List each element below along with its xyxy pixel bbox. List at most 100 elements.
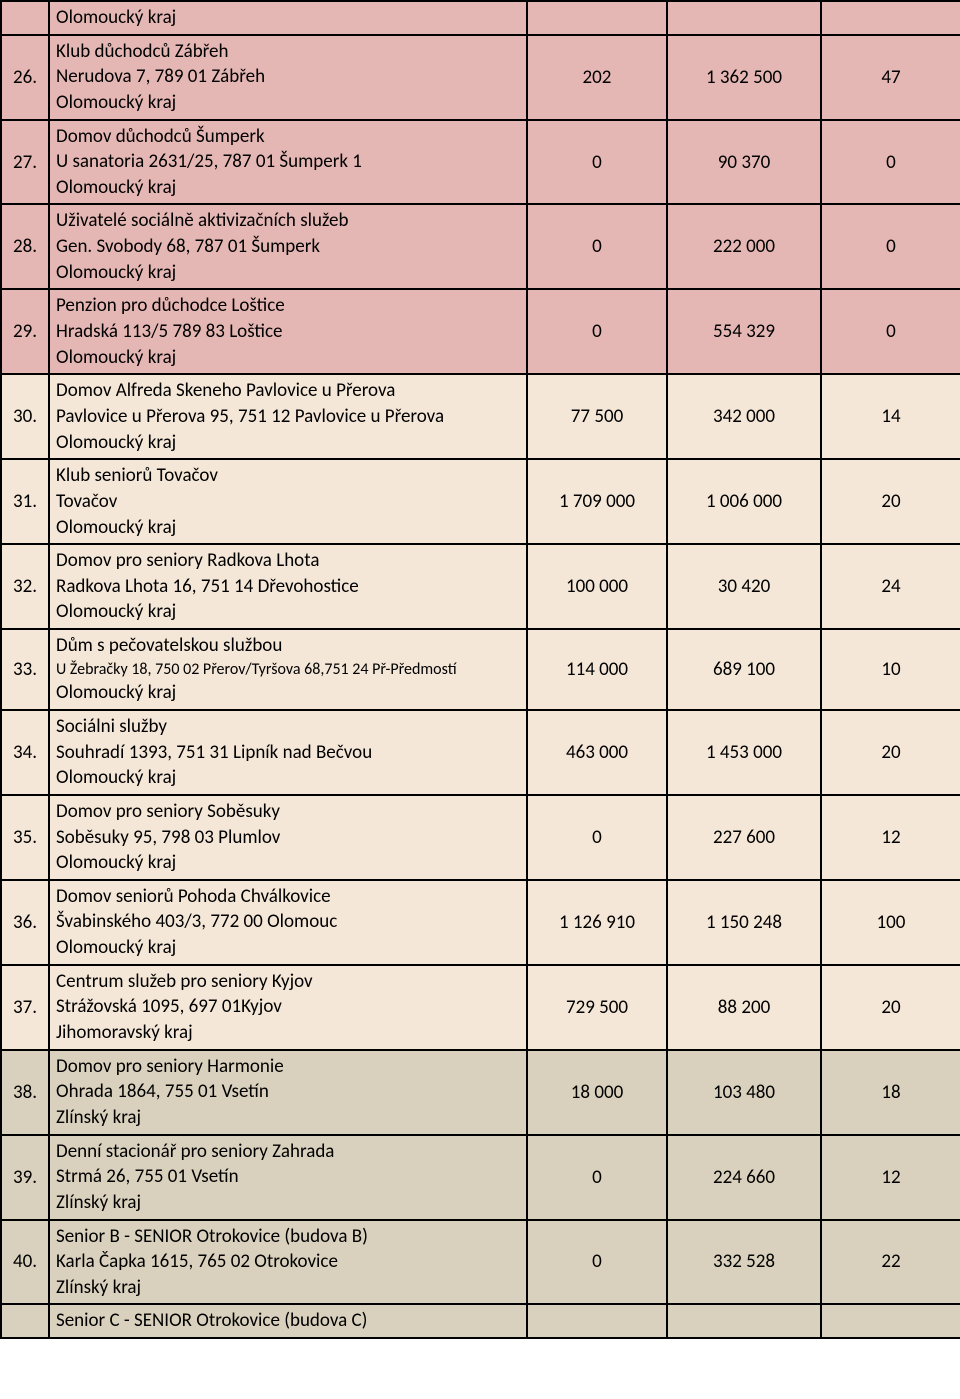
row-v2: 30 420 — [667, 544, 821, 629]
row-v1: 114 000 — [527, 629, 667, 710]
row-v3: 22 — [821, 1220, 960, 1305]
table-row: 32.Domov pro seniory Radkova LhotaRadkov… — [1, 544, 960, 629]
row-v2: 689 100 — [667, 629, 821, 710]
row-v1: 463 000 — [527, 710, 667, 795]
row-description: Klub seniorů TovačovTovačovOlomoucký kra… — [49, 459, 527, 544]
row-v2: 332 528 — [667, 1220, 821, 1305]
row-v3 — [821, 1, 960, 35]
description-line: Olomoucký kraj — [56, 90, 520, 116]
row-v2: 342 000 — [667, 374, 821, 459]
description-line: Pavlovice u Přerova 95, 751 12 Pavlovice… — [56, 404, 520, 430]
description-line: Zlínský kraj — [56, 1275, 520, 1301]
row-v1: 1 709 000 — [527, 459, 667, 544]
row-v1: 100 000 — [527, 544, 667, 629]
description-line: Olomoucký kraj — [56, 599, 520, 625]
table-row: 36. Domov seniorů Pohoda ChválkoviceŠvabi… — [1, 880, 960, 965]
row-v2: 554 329 — [667, 289, 821, 374]
row-number: 26. — [1, 35, 49, 120]
row-v1 — [527, 1, 667, 35]
row-v2: 224 660 — [667, 1135, 821, 1220]
row-v3: 24 — [821, 544, 960, 629]
description-line: Domov pro seniory Soběsuky — [56, 799, 520, 825]
row-number: 34. — [1, 710, 49, 795]
description-line: Domov Alfreda Skeneho Pavlovice u Přerov… — [56, 378, 520, 404]
row-description: Uživatelé sociálně aktivizačních služebG… — [49, 204, 527, 289]
row-description: Senior C - SENIOR Otrokovice (budova C) — [49, 1304, 527, 1338]
table-row: 35.Domov pro seniory SoběsukySoběsuky 95… — [1, 795, 960, 880]
row-description: Olomoucký kraj — [49, 1, 527, 35]
row-v3: 14 — [821, 374, 960, 459]
description-line: Olomoucký kraj — [56, 260, 520, 286]
description-line: Strmá 26, 755 01 Vsetín — [56, 1164, 520, 1190]
table-row: 27.Domov důchodců ŠumperkU sanatoria 263… — [1, 120, 960, 205]
table-row: 31.Klub seniorů TovačovTovačovOlomoucký … — [1, 459, 960, 544]
table-row: Olomoucký kraj — [1, 1, 960, 35]
row-number: 29. — [1, 289, 49, 374]
table-row: 28.Uživatelé sociálně aktivizačních služ… — [1, 204, 960, 289]
table-row: 34. Sociálni službySouhradí 1393, 751 31 … — [1, 710, 960, 795]
row-description: Domov Alfreda Skeneho Pavlovice u Přerov… — [49, 374, 527, 459]
row-v1 — [527, 1304, 667, 1338]
row-v3: 18 — [821, 1050, 960, 1135]
row-v2: 222 000 — [667, 204, 821, 289]
row-v1: 0 — [527, 795, 667, 880]
row-v3 — [821, 1304, 960, 1338]
row-v2: 227 600 — [667, 795, 821, 880]
description-line: Strážovská 1095, 697 01Kyjov — [56, 994, 520, 1020]
row-v2: 1 150 248 — [667, 880, 821, 965]
row-v3: 10 — [821, 629, 960, 710]
description-line: Domov pro seniory Harmonie — [56, 1054, 520, 1080]
row-description: Domov pro seniory SoběsukySoběsuky 95, 7… — [49, 795, 527, 880]
row-description: Domov pro seniory HarmonieOhrada 1864, 7… — [49, 1050, 527, 1135]
row-v3: 0 — [821, 289, 960, 374]
row-number: 35. — [1, 795, 49, 880]
description-line: Penzion pro důchodce Loštice — [56, 293, 520, 319]
row-number — [1, 1, 49, 35]
row-number: 39. — [1, 1135, 49, 1220]
table-row: 26.Klub důchodců ZábřehNerudova 7, 789 0… — [1, 35, 960, 120]
description-line: Olomoucký kraj — [56, 680, 520, 706]
row-v2: 90 370 — [667, 120, 821, 205]
description-line: U Žebračky 18, 750 02 Přerov/Tyršova 68,… — [56, 659, 520, 681]
row-description: Klub důchodců ZábřehNerudova 7, 789 01 Z… — [49, 35, 527, 120]
description-line: Sociálni služby — [56, 714, 520, 740]
description-line: Soběsuky 95, 798 03 Plumlov — [56, 825, 520, 851]
row-v3: 0 — [821, 204, 960, 289]
row-number: 36. — [1, 880, 49, 965]
description-line: Karla Čapka 1615, 765 02 Otrokovice — [56, 1249, 520, 1275]
description-line: Souhradí 1393, 751 31 Lipník nad Bečvou — [56, 740, 520, 766]
table-row: 33.Dům s pečovatelskou službouU Žebračky… — [1, 629, 960, 710]
row-v2 — [667, 1304, 821, 1338]
row-number: 40. — [1, 1220, 49, 1305]
row-v1: 1 126 910 — [527, 880, 667, 965]
description-line: Olomoucký kraj — [56, 850, 520, 876]
description-line: Olomoucký kraj — [56, 935, 520, 961]
description-line: Švabinského 403/3, 772 00 Olomouc — [56, 909, 520, 935]
description-line: Klub důchodců Zábřeh — [56, 39, 520, 65]
description-line: Ohrada 1864, 755 01 Vsetín — [56, 1079, 520, 1105]
row-v2: 1 006 000 — [667, 459, 821, 544]
row-description: Denní stacionář pro seniory ZahradaStrmá… — [49, 1135, 527, 1220]
row-v1: 0 — [527, 289, 667, 374]
description-line: Klub seniorů Tovačov — [56, 463, 520, 489]
row-v1: 0 — [527, 1220, 667, 1305]
description-line: Radkova Lhota 16, 751 14 Dřevohostice — [56, 574, 520, 600]
row-number: 27. — [1, 120, 49, 205]
row-v1: 202 — [527, 35, 667, 120]
row-v2: 1 362 500 — [667, 35, 821, 120]
row-v3: 20 — [821, 459, 960, 544]
row-number: 37. — [1, 965, 49, 1050]
table-row: 30.Domov Alfreda Skeneho Pavlovice u Pře… — [1, 374, 960, 459]
table-row: Senior C - SENIOR Otrokovice (budova C) — [1, 1304, 960, 1338]
description-line: Centrum služeb pro seniory Kyjov — [56, 969, 520, 995]
row-v3: 12 — [821, 795, 960, 880]
description-line: Domov seniorů Pohoda Chválkovice — [56, 884, 520, 910]
row-number: 33. — [1, 629, 49, 710]
table-row: 40.Senior B - SENIOR Otrokovice (budova … — [1, 1220, 960, 1305]
row-v1: 0 — [527, 1135, 667, 1220]
description-line: Olomoucký kraj — [56, 515, 520, 541]
description-line: Jihomoravský kraj — [56, 1020, 520, 1046]
description-line: Denní stacionář pro seniory Zahrada — [56, 1139, 520, 1165]
row-description: Dům s pečovatelskou službouU Žebračky 18… — [49, 629, 527, 710]
table-row: 38.Domov pro seniory HarmonieOhrada 1864… — [1, 1050, 960, 1135]
